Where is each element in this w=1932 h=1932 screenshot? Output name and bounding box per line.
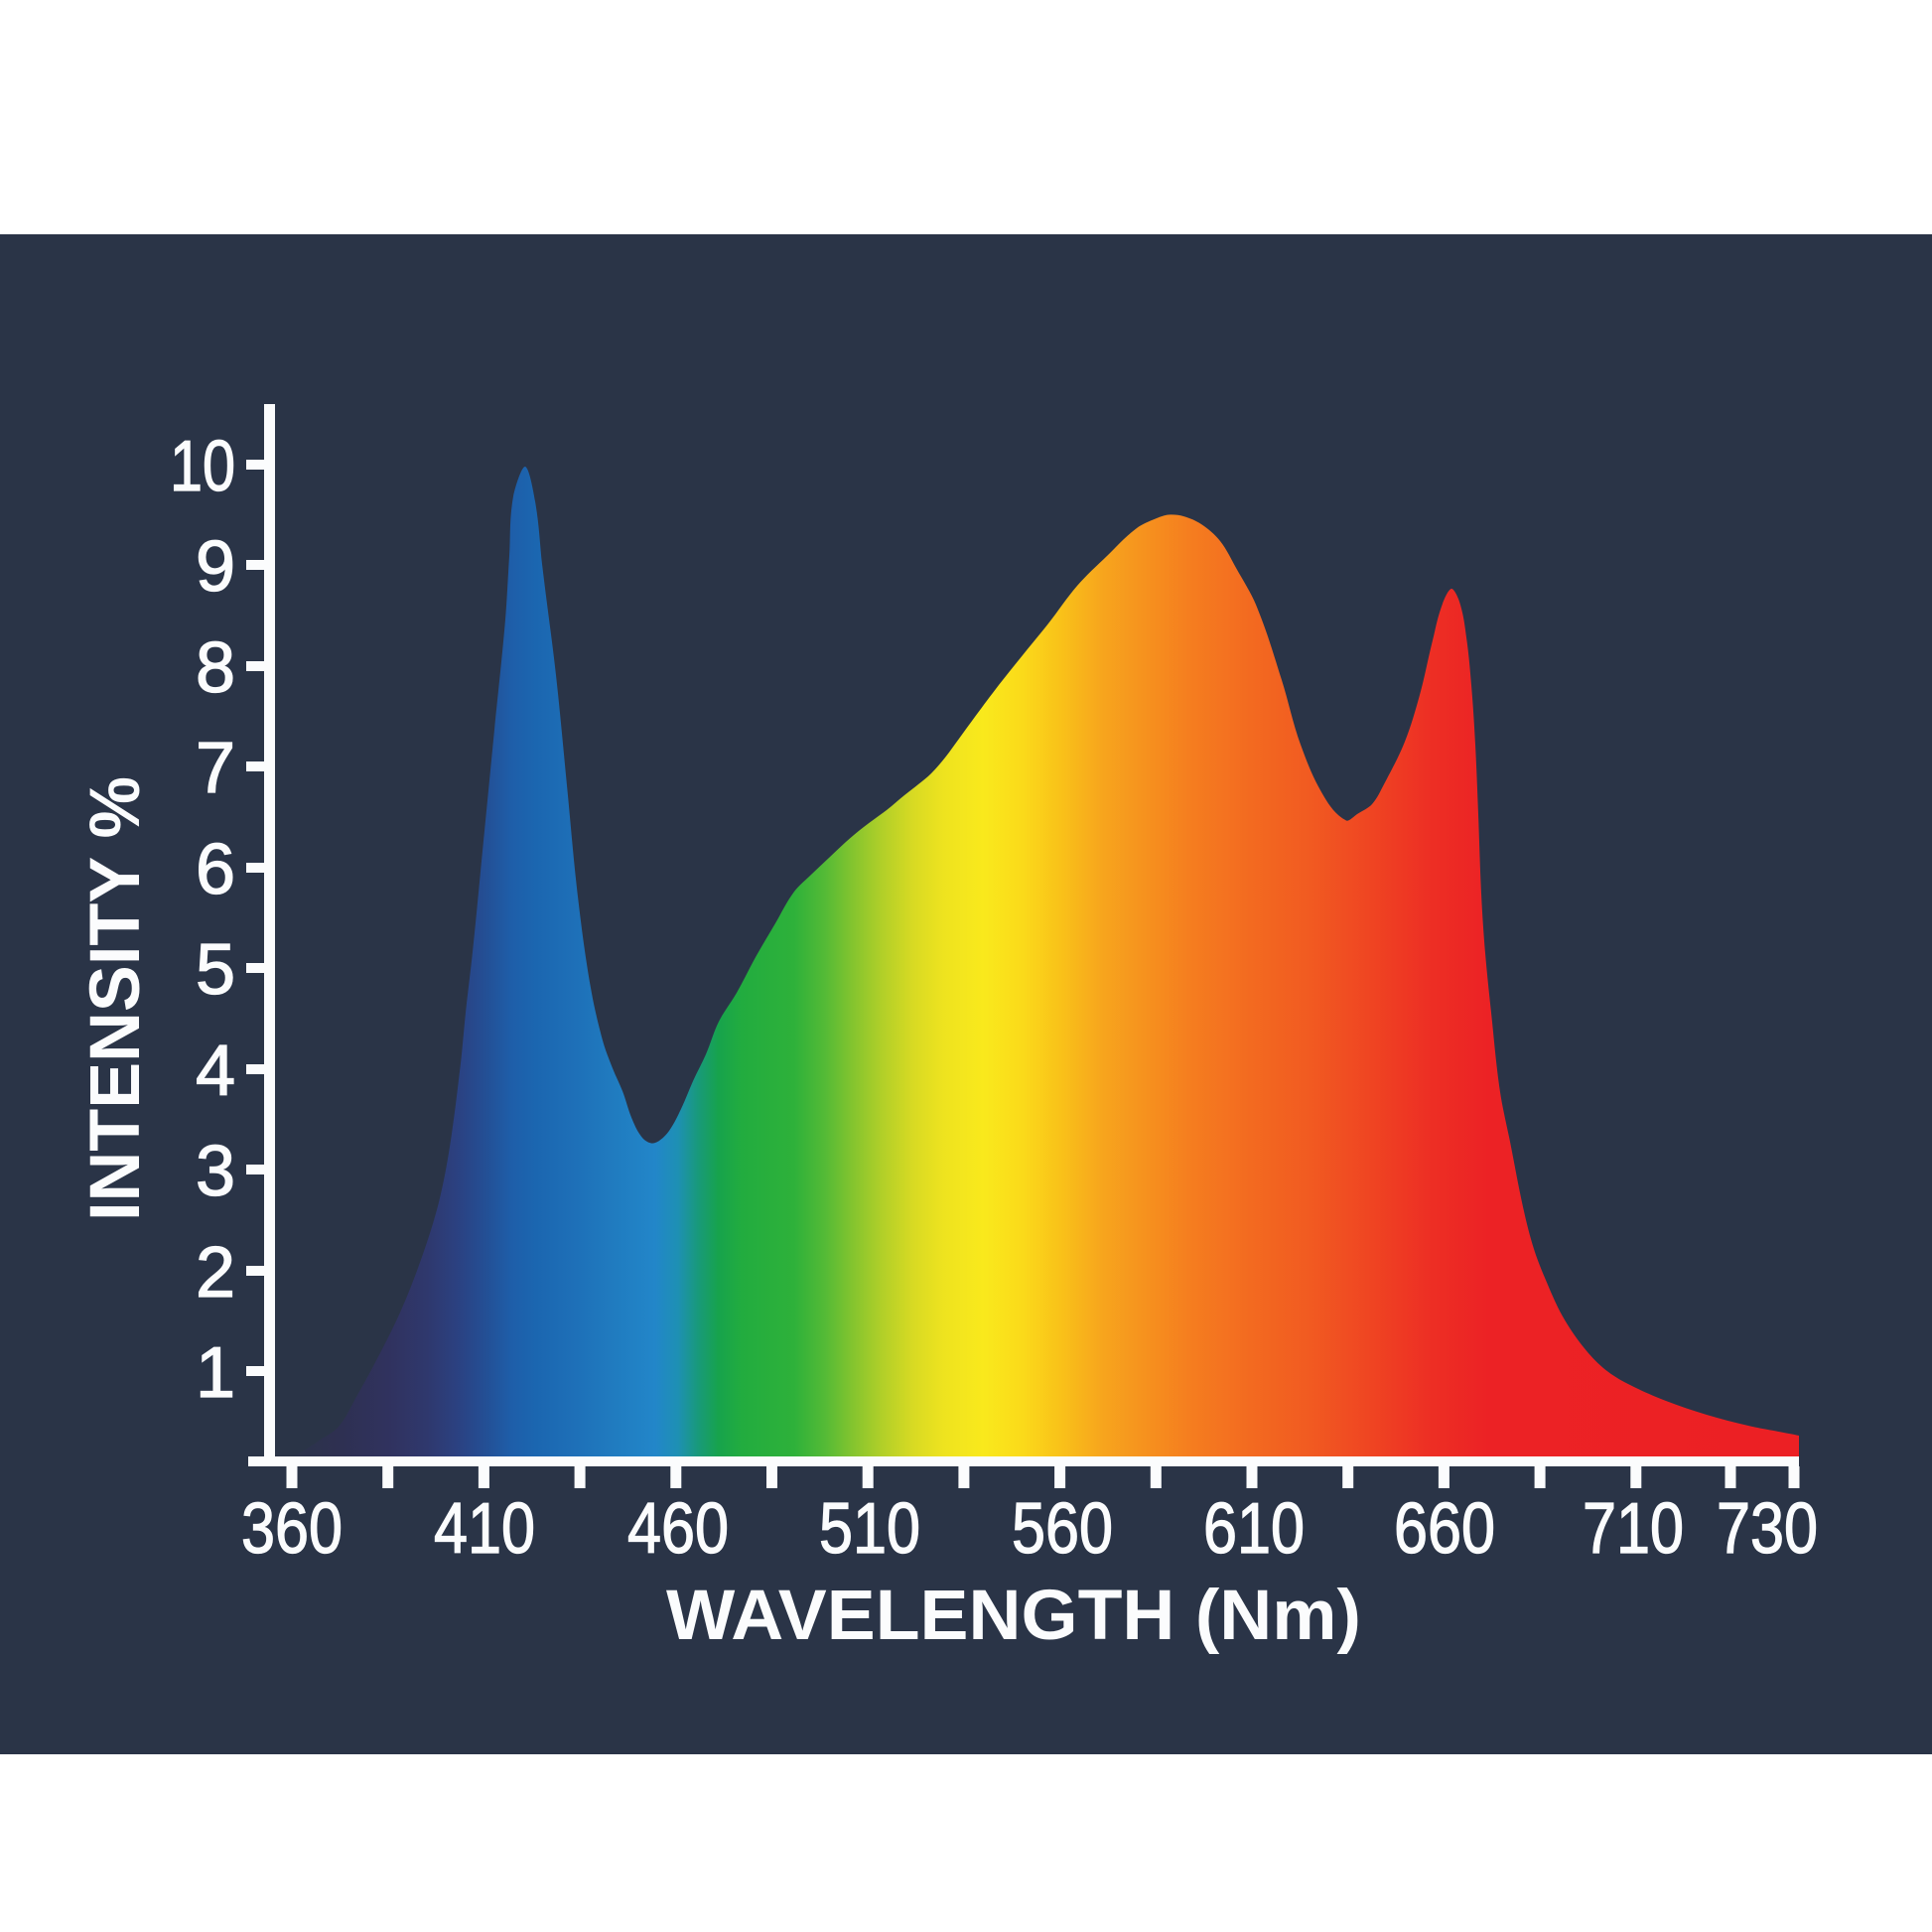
- svg-text:5: 5: [196, 930, 235, 1010]
- svg-text:2: 2: [196, 1233, 235, 1312]
- svg-text:660: 660: [1394, 1489, 1495, 1569]
- svg-text:8: 8: [196, 628, 235, 708]
- svg-text:1: 1: [196, 1333, 235, 1413]
- svg-text:710: 710: [1583, 1489, 1684, 1569]
- svg-text:460: 460: [627, 1489, 729, 1569]
- svg-text:410: 410: [434, 1489, 535, 1569]
- svg-text:610: 610: [1203, 1489, 1305, 1569]
- svg-text:4: 4: [196, 1032, 235, 1111]
- svg-text:3: 3: [196, 1132, 235, 1211]
- svg-text:560: 560: [1012, 1489, 1113, 1569]
- svg-text:10: 10: [170, 427, 235, 506]
- svg-text:360: 360: [241, 1489, 343, 1569]
- svg-text:510: 510: [819, 1489, 920, 1569]
- svg-text:7: 7: [196, 729, 235, 808]
- svg-text:730: 730: [1717, 1489, 1818, 1569]
- svg-text:INTENSITY %: INTENSITY %: [76, 776, 155, 1221]
- svg-text:6: 6: [196, 830, 235, 909]
- svg-text:9: 9: [196, 527, 235, 607]
- svg-text:WAVELENGTH (Nm): WAVELENGTH (Nm): [666, 1577, 1361, 1655]
